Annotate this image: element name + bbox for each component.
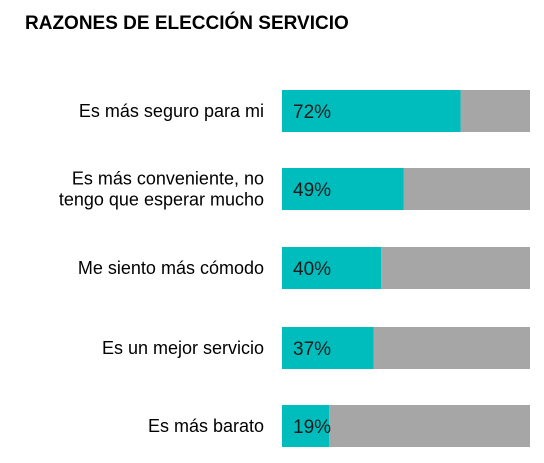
bar-remainder xyxy=(403,168,530,210)
data-label: 49% xyxy=(293,180,331,201)
category-label: Es un mejor servicio xyxy=(102,338,264,358)
data-label: 72% xyxy=(293,102,331,123)
data-label: 40% xyxy=(293,259,331,280)
category-label: tengo que esperar mucho xyxy=(59,190,264,210)
bar-value xyxy=(282,327,374,369)
bar-remainder xyxy=(373,327,530,369)
chart-title: RAZONES DE ELECCIÓN SERVICIO xyxy=(25,13,349,34)
bar-remainder xyxy=(381,247,530,289)
bar-remainder xyxy=(460,90,530,132)
bar-value xyxy=(282,90,461,132)
category-label: Es más conveniente, no xyxy=(72,169,264,189)
category-label: Me siento más cómodo xyxy=(78,258,264,278)
category-label: Es más barato xyxy=(148,416,264,436)
bar-value xyxy=(282,168,404,210)
category-label: Es más seguro para mi xyxy=(79,101,264,121)
data-label: 19% xyxy=(293,417,331,438)
bar-remainder xyxy=(329,405,530,447)
bar-value xyxy=(282,405,330,447)
bar-value xyxy=(282,247,382,289)
data-label: 37% xyxy=(293,339,331,360)
